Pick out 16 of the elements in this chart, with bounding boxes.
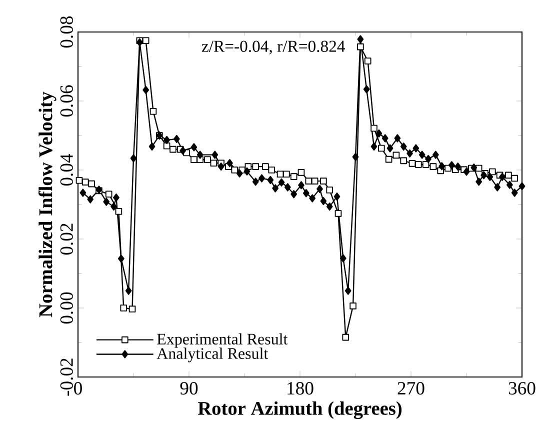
x-tick-label: 270 bbox=[398, 382, 424, 395]
x-tick-label: 90 bbox=[180, 382, 198, 395]
y-tick-label: 0.04 bbox=[60, 154, 74, 186]
y-axis-title: Normalized Inflow Velocity bbox=[38, 92, 56, 318]
y-tick-label: 0.08 bbox=[60, 16, 74, 48]
legend-label: Experimental Result bbox=[157, 333, 288, 348]
x-tick-label: 0 bbox=[74, 382, 82, 395]
y-tick-label: 0.00 bbox=[60, 292, 74, 324]
y-tick-label: 0.06 bbox=[60, 85, 74, 117]
y-tick-label: -0.02 bbox=[60, 358, 74, 396]
annotation: z/R=-0.04, r/R=0.824 bbox=[202, 40, 346, 54]
x-tick-label: 180 bbox=[288, 382, 314, 395]
legend-label: Analytical Result bbox=[156, 348, 268, 362]
y-tick-label: 0.02 bbox=[60, 224, 74, 255]
x-tick-label: 360 bbox=[508, 382, 536, 395]
x-axis-title: Rotor Azimuth (degrees) bbox=[198, 401, 402, 420]
